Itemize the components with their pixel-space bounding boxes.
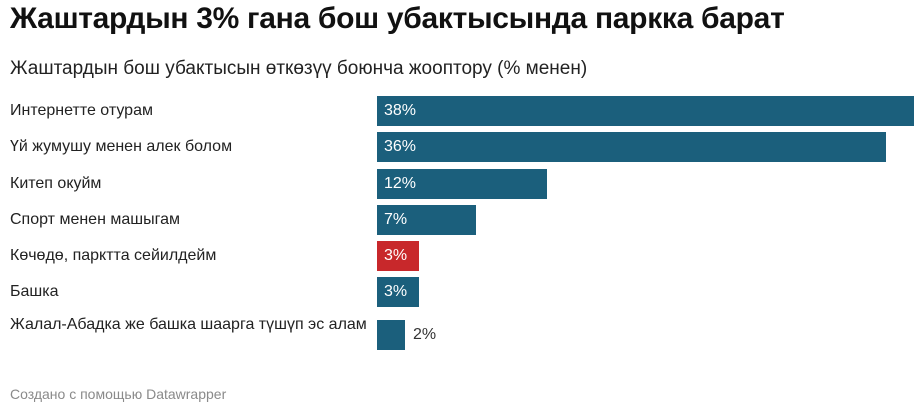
bar — [377, 169, 547, 199]
value-label: 12% — [384, 175, 417, 192]
bar — [377, 96, 914, 126]
value-label: 7% — [384, 211, 408, 228]
value-label: 3% — [384, 283, 408, 300]
footer-credit: Создано с помощью Datawrapper — [10, 386, 227, 402]
value-label: 36% — [384, 138, 417, 155]
chart-title: Жаштардын 3% гана бош убактысында паркка… — [10, 2, 785, 35]
chart-subtitle: Жаштардын бош убактысын өткөзүү боюнча ж… — [10, 58, 588, 79]
value-label: 38% — [384, 102, 417, 119]
category-label: Үй жумушу менен алек болом — [10, 138, 233, 155]
value-label: 2% — [413, 326, 437, 343]
bar — [377, 241, 419, 271]
bar — [377, 320, 405, 350]
category-label: Жалал-Абадка же башка шаарга түшүп эс ал… — [10, 316, 367, 333]
bar — [377, 277, 419, 307]
category-label: Көчөдө, парктта сейилдейм — [10, 247, 217, 264]
category-label: Башка — [10, 283, 59, 300]
category-label: Спорт менен машыгам — [10, 211, 180, 228]
bar — [377, 132, 886, 162]
bar — [377, 205, 476, 235]
category-label: Китеп окуйм — [10, 175, 102, 192]
category-label: Интернетте отурам — [10, 102, 153, 119]
value-label: 3% — [384, 247, 408, 264]
